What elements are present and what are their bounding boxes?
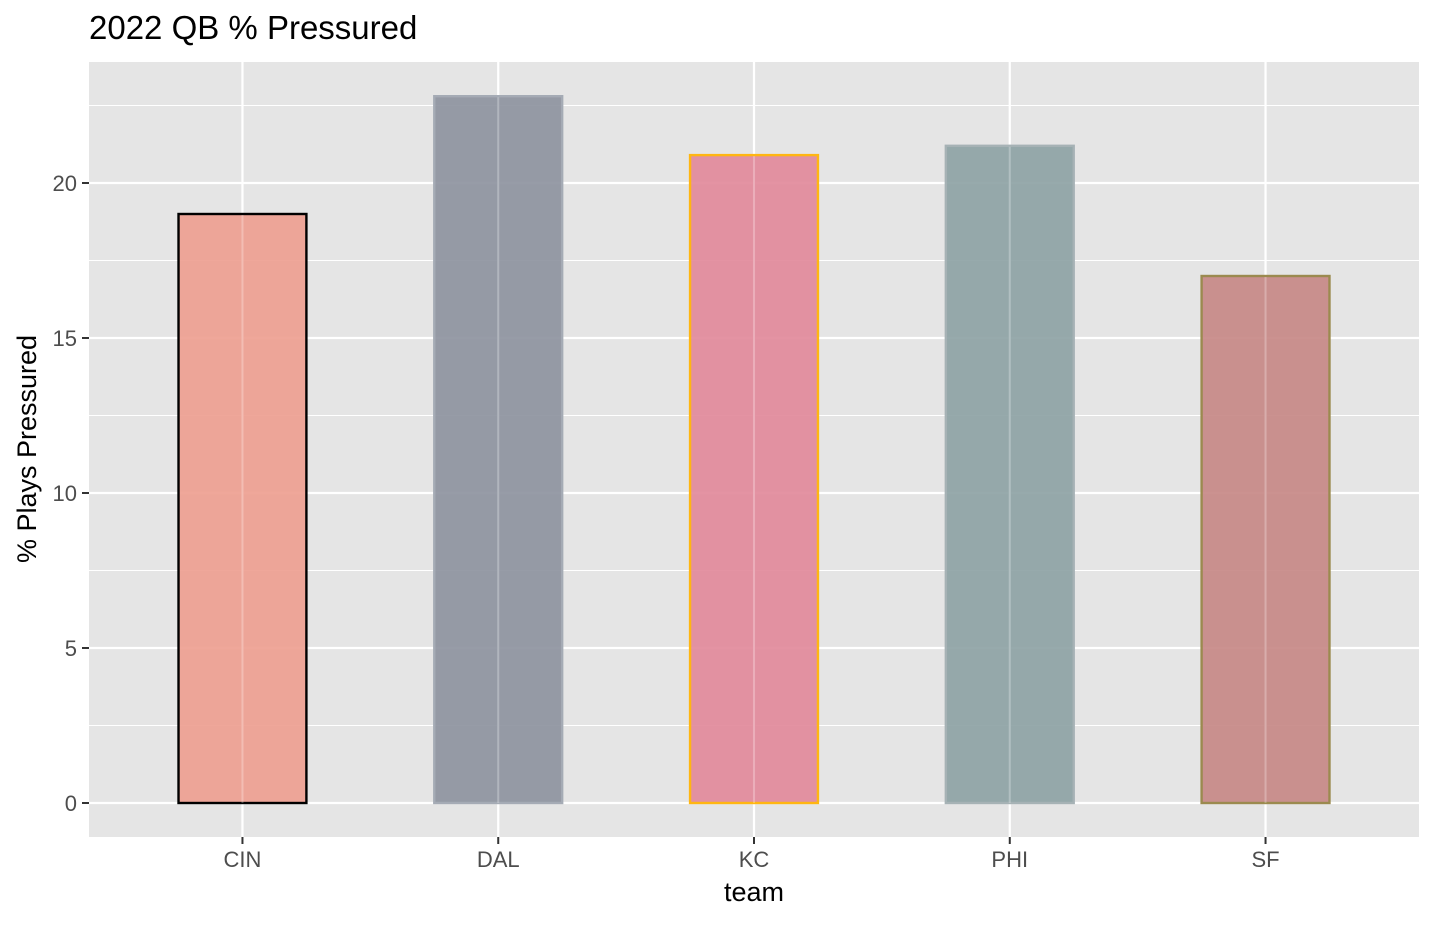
y-tick-label: 15 <box>53 326 77 351</box>
x-tick-label: PHI <box>991 847 1028 872</box>
x-tick-label: SF <box>1251 847 1279 872</box>
y-tick-label: 10 <box>53 481 77 506</box>
x-tick-label: CIN <box>224 847 262 872</box>
y-tick-label: 5 <box>65 636 77 661</box>
y-axis-title: % Plays Pressured <box>12 335 42 563</box>
x-tick-label: DAL <box>477 847 520 872</box>
axis-layer: 0 5 10 15 20 CIN DAL KC PHI SF <box>53 171 1280 872</box>
bars-layer <box>177 94 1331 805</box>
bar-sf <box>1200 274 1331 805</box>
y-tick-label: 20 <box>53 171 77 196</box>
chart-title: 2022 QB % Pressured <box>89 9 417 46</box>
y-tick-label: 0 <box>65 791 77 816</box>
bar-phi <box>944 144 1075 805</box>
x-axis-title: team <box>724 877 784 907</box>
bar-kc <box>688 153 820 805</box>
bar-cin <box>177 212 308 805</box>
bar-dal <box>433 94 564 805</box>
x-tick-label: KC <box>739 847 770 872</box>
